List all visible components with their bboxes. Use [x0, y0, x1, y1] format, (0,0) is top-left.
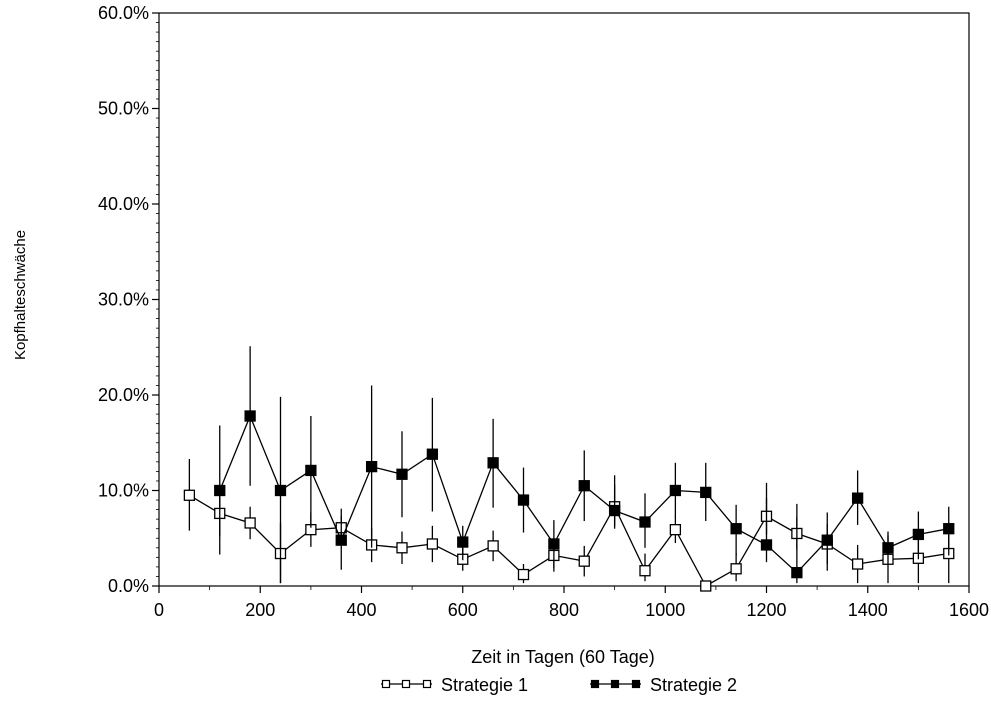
y-tick-label: 0.0% — [108, 576, 149, 596]
data-point — [365, 460, 378, 473]
data-point — [639, 516, 651, 528]
y-tick-label: 60.0% — [98, 3, 149, 23]
y-axis-title: Kopfhalteschwäche — [12, 230, 29, 360]
data-point — [669, 484, 682, 497]
data-point — [396, 468, 408, 480]
legend-item-2: Strategie 2 — [590, 675, 737, 695]
data-point — [457, 536, 469, 548]
data-point — [487, 540, 499, 552]
legend: Strategie 1 Strategie 2 — [381, 675, 737, 695]
data-point — [578, 555, 590, 567]
x-tick-label: 0 — [154, 600, 164, 620]
data-point — [912, 528, 925, 541]
data-point — [396, 542, 408, 554]
x-tick-label: 1200 — [746, 600, 786, 620]
y-axis: 0.0% 10.0% 20.0% 30.0% 40.0% 50.0% 60.0% — [98, 3, 159, 596]
data-point — [426, 448, 439, 460]
y-tick-label: 50.0% — [98, 99, 149, 119]
legend-marker — [610, 679, 620, 689]
data-point — [882, 542, 894, 554]
data-point — [244, 517, 256, 529]
legend-label: Strategie 2 — [650, 675, 737, 695]
x-tick-label: 600 — [448, 600, 478, 620]
data-point — [639, 565, 651, 577]
x-tick-label: 200 — [245, 600, 275, 620]
legend-marker — [422, 679, 432, 689]
data-point — [851, 492, 864, 504]
data-point — [305, 464, 317, 477]
data-point — [426, 538, 439, 550]
data-point — [669, 524, 682, 536]
x-tick-label: 1000 — [645, 600, 685, 620]
x-tick-label: 800 — [549, 600, 579, 620]
y-tick-label: 40.0% — [98, 194, 149, 214]
data-point — [517, 494, 530, 506]
data-point — [700, 486, 712, 499]
x-tick-label: 1400 — [848, 600, 888, 620]
data-point — [730, 523, 742, 535]
data-point — [821, 534, 833, 546]
x-axis-title: Zeit in Tagen (60 Tage) — [471, 647, 654, 667]
data-point — [578, 480, 590, 492]
data-point — [214, 484, 226, 497]
data-point — [791, 566, 803, 579]
data-point — [548, 538, 560, 550]
data-point — [700, 580, 712, 592]
data-point — [851, 558, 864, 570]
data-point — [183, 489, 196, 501]
x-tick-label: 400 — [346, 600, 376, 620]
legend-marker — [590, 679, 600, 689]
x-axis: 0 200 400 600 800 1000 1200 1400 1600 — [154, 586, 989, 620]
data-point — [487, 457, 499, 469]
legend-label: Strategie 1 — [441, 675, 528, 695]
data-point — [335, 534, 347, 546]
data-point — [608, 504, 621, 517]
legend-marker — [381, 679, 391, 689]
legend-marker — [631, 679, 641, 689]
data-point — [244, 410, 256, 422]
series-layer — [183, 346, 955, 592]
y-tick-label: 30.0% — [98, 290, 149, 310]
series-line — [189, 494, 949, 587]
x-tick-label: 1600 — [949, 600, 989, 620]
y-tick-label: 10.0% — [98, 481, 149, 501]
data-point — [517, 568, 530, 581]
series-2 — [214, 346, 955, 584]
data-point — [274, 484, 287, 497]
legend-marker — [401, 679, 411, 689]
data-point — [760, 539, 773, 551]
data-point — [943, 523, 955, 535]
y-tick-label: 20.0% — [98, 385, 149, 405]
data-point — [730, 563, 742, 575]
legend-item-1: Strategie 1 — [381, 675, 528, 695]
